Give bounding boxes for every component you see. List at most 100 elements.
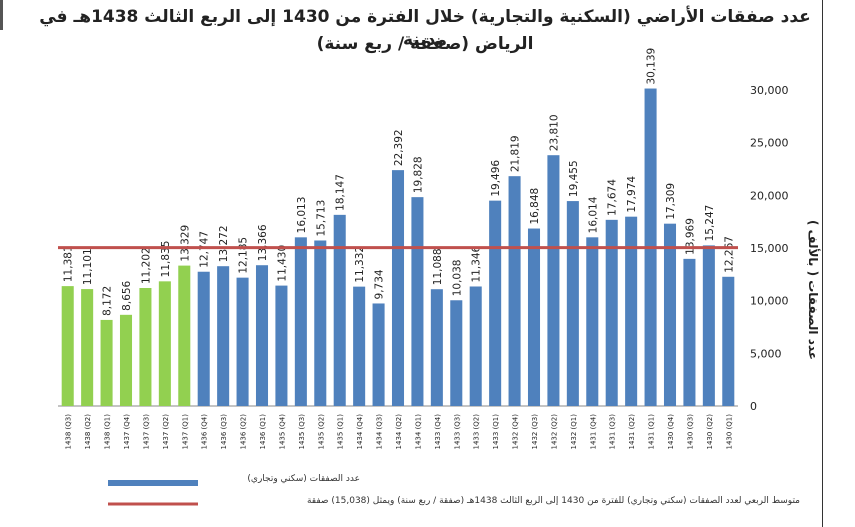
x-tick-label: 1435 (Q1) xyxy=(337,414,345,450)
y-tick-label: 25,000 xyxy=(750,137,789,150)
x-tick-label: 1433 (Q4) xyxy=(434,414,442,450)
frame-edge-right xyxy=(822,0,823,527)
x-tick-label: 1434 (Q2) xyxy=(395,414,403,450)
x-tick-label: 1432 (Q3) xyxy=(531,414,539,450)
x-tick-label: 1436 (Q1) xyxy=(259,414,267,450)
chart-title: عدد صفقات الأراضي (السكنية والتجارية) خل… xyxy=(39,7,811,50)
x-tick-label: 1434 (Q4) xyxy=(356,414,364,450)
frame-edge-left xyxy=(0,0,3,30)
bar xyxy=(100,319,113,406)
x-axis-labels: 1438 (Q3) 1438 (Q2) 1438 (Q1) 1437 (Q4) 1437… xyxy=(65,414,734,450)
x-tick-label: 1438 (Q1) xyxy=(104,414,112,450)
bar xyxy=(333,214,346,406)
value-label: 19,455 xyxy=(568,160,580,197)
bar xyxy=(625,216,638,406)
bar xyxy=(663,223,677,406)
bar xyxy=(119,314,133,406)
bar xyxy=(527,228,541,406)
y-axis-title-text: عدد الصفقات ( بالألف ) xyxy=(806,220,820,360)
value-label: 13,272 xyxy=(218,225,230,262)
bar xyxy=(722,276,735,406)
x-tick-label: 1431 (Q4) xyxy=(589,414,597,450)
value-label: 11,381 xyxy=(63,245,75,282)
y-tick-label: 5,000 xyxy=(750,347,782,360)
x-tick-label: 1433 (Q3) xyxy=(453,414,461,450)
value-label: 18,147 xyxy=(335,174,347,211)
x-tick-label: 1432 (Q1) xyxy=(570,414,578,450)
value-label: 21,819 xyxy=(510,135,522,172)
value-label: 13,329 xyxy=(179,225,191,262)
legend-swatch-bars xyxy=(108,480,198,486)
x-tick-label: 1437 (Q2) xyxy=(162,414,170,450)
x-tick-label: 1431 (Q1) xyxy=(648,414,656,450)
value-label: 15,247 xyxy=(704,205,716,242)
bar xyxy=(81,289,94,406)
x-tick-label: 1430 (Q3) xyxy=(686,414,694,450)
x-tick-label: 1433 (Q1) xyxy=(492,414,500,450)
x-tick-label: 1430 (Q2) xyxy=(706,414,714,450)
x-tick-label: 1431 (Q3) xyxy=(609,414,617,450)
value-label: 12,747 xyxy=(199,231,211,268)
bar xyxy=(197,271,210,406)
x-tick-label: 1437 (Q1) xyxy=(181,414,189,450)
legend-item-average: متوسط الربعي لعدد الصفقات (سكني وتجاري) … xyxy=(100,496,800,512)
value-label: 13,366 xyxy=(257,224,269,261)
legend-swatches xyxy=(108,480,198,506)
legend-label-average: متوسط الربعي لعدد الصفقات (سكني وتجاري) … xyxy=(306,496,800,506)
x-tick-label: 1433 (Q2) xyxy=(473,414,481,450)
value-label: 19,496 xyxy=(490,160,502,197)
x-tick-label: 1437 (Q3) xyxy=(142,414,150,450)
bar xyxy=(158,281,171,406)
value-label: 11,101 xyxy=(82,248,94,285)
x-tick-label: 1435 (Q4) xyxy=(278,414,286,450)
x-tick-label: 1435 (Q2) xyxy=(317,414,325,450)
y-tick-label: 0 xyxy=(750,400,757,413)
bar xyxy=(353,286,366,406)
y-tick-label: 15,000 xyxy=(750,242,789,255)
bar xyxy=(236,277,249,406)
bar xyxy=(683,258,696,406)
bar xyxy=(314,240,327,406)
value-labels: 11,381 11,101 8,172 8,656 11,202 11,835 13,329… xyxy=(63,48,736,316)
x-tick-label: 1430 (Q1) xyxy=(725,414,733,450)
value-label: 11,346 xyxy=(471,245,483,282)
value-label: 8,656 xyxy=(121,280,133,310)
value-label: 16,848 xyxy=(529,188,541,225)
x-tick-label: 1438 (Q3) xyxy=(65,414,73,450)
value-label: 11,202 xyxy=(140,247,152,284)
y-tick-label: 20,000 xyxy=(750,189,789,202)
value-label: 19,828 xyxy=(412,156,424,193)
value-label: 17,974 xyxy=(626,176,638,213)
value-label: 11,430 xyxy=(276,245,288,282)
x-tick-label: 1435 (Q3) xyxy=(298,414,306,450)
bars xyxy=(61,88,735,407)
bar xyxy=(566,201,579,406)
x-tick-label: 1432 (Q4) xyxy=(512,414,520,450)
bar xyxy=(547,155,560,406)
x-tick-label: 1436 (Q4) xyxy=(201,414,209,450)
x-tick-label: 1436 (Q3) xyxy=(220,414,228,450)
bar xyxy=(255,265,269,406)
x-tick-label: 1434 (Q3) xyxy=(376,414,384,450)
value-label: 30,139 xyxy=(646,48,658,85)
bar xyxy=(275,285,288,406)
bar xyxy=(469,286,482,406)
bar xyxy=(411,197,424,406)
value-label: 11,332 xyxy=(354,246,366,283)
value-label: 12,267 xyxy=(723,236,735,273)
bar xyxy=(605,219,618,406)
x-tick-label: 1432 (Q2) xyxy=(550,414,558,450)
value-label: 8,172 xyxy=(102,286,114,316)
x-tick-label: 1430 (Q4) xyxy=(667,414,675,450)
y-tick-label: 30,000 xyxy=(750,84,789,97)
value-label: 11,088 xyxy=(432,248,444,285)
legend-label-bars: عدد الصفقات (سكني وتجاري) xyxy=(247,474,360,484)
value-label: 9,734 xyxy=(374,269,386,299)
y-tick-label: 10,000 xyxy=(750,295,789,308)
x-tick-label: 1431 (Q2) xyxy=(628,414,636,450)
value-label: 17,674 xyxy=(607,179,619,216)
bar xyxy=(178,265,191,406)
bar xyxy=(489,200,502,406)
x-tick-label: 1437 (Q4) xyxy=(123,414,131,450)
